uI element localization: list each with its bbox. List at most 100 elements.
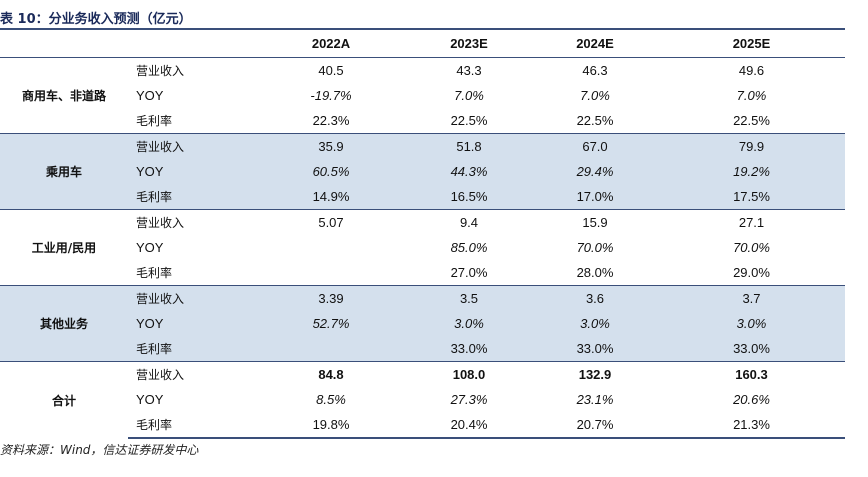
value-cell: 14.9% bbox=[256, 184, 406, 210]
value-cell: 108.0 bbox=[406, 361, 532, 387]
table-row: YOY 8.5% 27.3% 23.1% 20.6% bbox=[0, 387, 845, 412]
value-cell: 17.5% bbox=[658, 184, 845, 210]
metric-label: 毛利率 bbox=[128, 412, 256, 439]
value-cell: 60.5% bbox=[256, 159, 406, 184]
value-cell: 3.6 bbox=[532, 285, 658, 311]
value-cell: 44.3% bbox=[406, 159, 532, 184]
value-cell: 22.5% bbox=[576, 113, 614, 128]
table-title: 表 10：分业务收入预测（亿元） bbox=[0, 12, 192, 27]
table-row: 毛利率 14.9% 16.5% 17.0% 17.5% bbox=[0, 184, 845, 210]
table-row: 毛利率 19.8% 20.4% 20.7% 21.3% bbox=[0, 412, 845, 439]
metric-label: 营业收入 bbox=[128, 361, 256, 387]
table-row: 合计 营业收入 84.8 108.0 132.9 160.3 bbox=[0, 361, 845, 438]
header-2023e: 2023E bbox=[406, 30, 532, 58]
metric-label: 营业收入 bbox=[128, 209, 256, 235]
metric-label: 营业收入 bbox=[136, 64, 185, 78]
metric-label: YOY bbox=[136, 88, 164, 103]
value-cell: 3.5 bbox=[406, 285, 532, 311]
header-row: 2022A 2023E 2024E 2025E bbox=[0, 30, 845, 58]
value-cell bbox=[256, 336, 406, 362]
value-cell: 33.0% bbox=[658, 336, 845, 362]
value-cell: 27.0% bbox=[450, 265, 488, 280]
metric-label: YOY bbox=[128, 159, 256, 184]
value-cell: 23.1% bbox=[576, 392, 614, 407]
metric-label: 毛利率 bbox=[128, 184, 256, 210]
value-cell: 79.9 bbox=[658, 133, 845, 159]
metric-label: 毛利率 bbox=[128, 336, 256, 362]
value-cell: 84.8 bbox=[256, 361, 406, 387]
value-cell: 3.0% bbox=[658, 311, 845, 336]
value-cell: 46.3 bbox=[582, 63, 608, 78]
value-cell: 27.1 bbox=[658, 209, 845, 235]
value-cell: 70.0% bbox=[576, 240, 614, 255]
value-cell: 33.0% bbox=[406, 336, 532, 362]
value-cell: 20.6% bbox=[733, 392, 770, 407]
top-rule bbox=[0, 28, 845, 30]
metric-label: 毛利率 bbox=[136, 114, 173, 128]
value-cell: 21.3% bbox=[658, 412, 845, 439]
metric-label: 营业收入 bbox=[128, 285, 256, 311]
metric-label: YOY bbox=[136, 240, 164, 255]
value-cell: 52.7% bbox=[256, 311, 406, 336]
forecast-table: 2022A 2023E 2024E 2025E 商用车、非道路 营业收入 40.5 4… bbox=[0, 30, 845, 439]
value-cell: 67.0 bbox=[532, 133, 658, 159]
table-row: 其他业务 营业收入 3.39 3.5 3.6 3.7 bbox=[0, 285, 845, 362]
table-row: 毛利率 27.0% 28.0% 29.0% bbox=[0, 260, 845, 286]
value-cell: 70.0% bbox=[733, 240, 770, 255]
value-cell: 3.0% bbox=[406, 311, 532, 336]
value-cell: 19.8% bbox=[256, 412, 406, 439]
value-cell: 33.0% bbox=[532, 336, 658, 362]
value-cell bbox=[256, 235, 406, 260]
value-cell: 8.5% bbox=[316, 392, 346, 407]
value-cell: 29.4% bbox=[532, 159, 658, 184]
value-cell: 3.0% bbox=[532, 311, 658, 336]
value-cell: 7.0% bbox=[736, 88, 767, 103]
value-cell: 7.0% bbox=[454, 88, 484, 103]
metric-label: 营业收入 bbox=[128, 133, 256, 159]
value-cell: 35.9 bbox=[256, 133, 406, 159]
value-cell: 15.9 bbox=[532, 209, 658, 235]
value-cell: 28.0% bbox=[576, 265, 614, 280]
value-cell: 7.0% bbox=[580, 88, 610, 103]
header-metric bbox=[128, 30, 256, 58]
value-cell: 17.0% bbox=[532, 184, 658, 210]
table-row: 商用车、非道路 营业收入 40.5 43.3 46.3 49.6 bbox=[0, 58, 845, 103]
value-cell: 40.5 bbox=[318, 63, 344, 78]
table-row: YOY 85.0% 70.0% 70.0% bbox=[0, 235, 845, 260]
value-cell: 5.07 bbox=[256, 209, 406, 235]
table-row: YOY -19.7% 7.0% 7.0% 7.0% bbox=[0, 83, 845, 108]
value-cell: 49.6 bbox=[738, 63, 765, 78]
value-cell: 85.0% bbox=[450, 240, 488, 255]
value-cell: 43.3 bbox=[456, 63, 482, 78]
source-note: 资料来源：Wind，信达证券研发中心 bbox=[0, 443, 199, 457]
metric-label: YOY bbox=[128, 311, 256, 336]
header-2024e: 2024E bbox=[532, 30, 658, 58]
table-row: YOY 52.7% 3.0% 3.0% 3.0% bbox=[0, 311, 845, 336]
value-cell: 22.3% bbox=[312, 113, 350, 128]
header-blank bbox=[0, 30, 128, 58]
segment-label: 商用车、非道路 bbox=[21, 89, 106, 103]
table-row: 毛利率 33.0% 33.0% 33.0% bbox=[0, 336, 845, 362]
segment-label: 合计 bbox=[0, 361, 128, 438]
table-row: YOY 60.5% 44.3% 29.4% 19.2% bbox=[0, 159, 845, 184]
value-cell: 29.0% bbox=[733, 265, 770, 280]
value-cell: 160.3 bbox=[658, 361, 845, 387]
value-cell bbox=[256, 260, 406, 286]
segment-label: 其他业务 bbox=[0, 285, 128, 362]
table-row: 乘用车 营业收入 35.9 51.8 67.0 79.9 bbox=[0, 133, 845, 210]
metric-label: YOY bbox=[136, 392, 164, 407]
value-cell: 3.39 bbox=[256, 285, 406, 311]
segment-label: 乘用车 bbox=[0, 133, 128, 210]
value-cell: 16.5% bbox=[406, 184, 532, 210]
value-cell: 20.4% bbox=[406, 412, 532, 439]
value-cell: 20.7% bbox=[532, 412, 658, 439]
value-cell: 27.3% bbox=[450, 392, 488, 407]
header-2022a: 2022A bbox=[256, 30, 406, 58]
value-cell: 22.5% bbox=[733, 113, 770, 128]
table-row: 毛利率 22.3% 22.5% 22.5% 22.5% bbox=[0, 108, 845, 134]
value-cell: -19.7% bbox=[310, 88, 352, 103]
value-cell: 9.4 bbox=[406, 209, 532, 235]
value-cell: 132.9 bbox=[532, 361, 658, 387]
value-cell: 19.2% bbox=[658, 159, 845, 184]
header-2025e: 2025E bbox=[658, 30, 845, 58]
